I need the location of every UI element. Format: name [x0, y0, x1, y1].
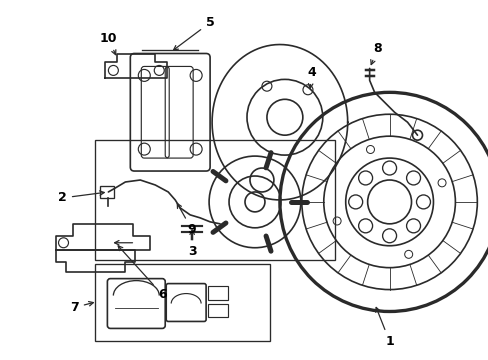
- Text: 1: 1: [375, 307, 393, 348]
- Text: 7: 7: [70, 301, 93, 314]
- Text: 8: 8: [370, 42, 381, 64]
- Text: 5: 5: [173, 16, 214, 50]
- Bar: [100, 186, 114, 198]
- Bar: [208, 303, 227, 318]
- Text: 6: 6: [118, 246, 166, 301]
- Bar: [95, 264, 269, 341]
- Text: 2: 2: [58, 191, 104, 204]
- Text: 3: 3: [187, 230, 196, 258]
- Text: 10: 10: [100, 32, 117, 55]
- Text: 4: 4: [307, 66, 316, 88]
- Bar: [95, 140, 334, 260]
- Text: 9: 9: [177, 203, 196, 236]
- Bar: [208, 285, 227, 300]
